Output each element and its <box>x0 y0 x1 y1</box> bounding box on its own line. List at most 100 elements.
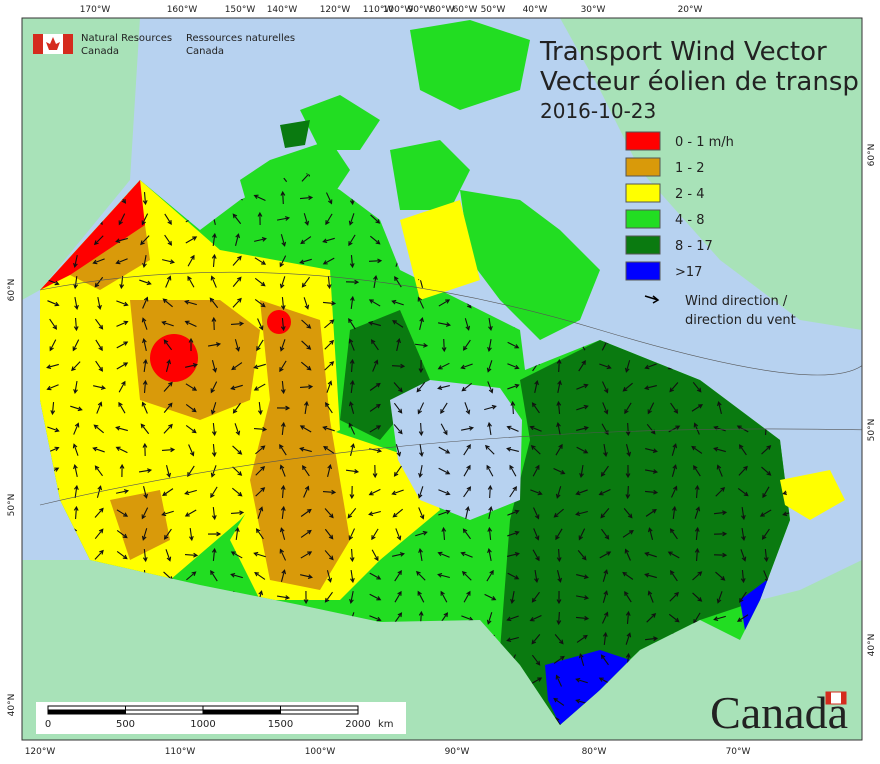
wind-arrow <box>141 213 149 226</box>
wind-arrow <box>556 590 562 605</box>
wind-arrow <box>187 275 195 288</box>
wind-arrow <box>530 677 543 685</box>
wind-arrow <box>163 381 173 392</box>
wind-arrow <box>484 404 497 411</box>
wind-arrow <box>345 279 360 285</box>
wind-arrow <box>324 508 334 519</box>
wind-arrow <box>231 362 243 371</box>
wind-arrow <box>184 489 197 496</box>
wind-arrow <box>578 653 585 666</box>
wind-arrow <box>392 320 404 328</box>
scale-segment <box>125 705 204 711</box>
wind-arrow <box>253 426 268 432</box>
wind-arrow <box>94 528 104 540</box>
scale-label: 2000 <box>345 719 370 730</box>
wind-arrow <box>417 590 425 603</box>
wind-arrow <box>602 402 609 415</box>
wind-arrow <box>234 339 241 352</box>
wind-arrow <box>393 424 403 435</box>
wind-arrow <box>716 464 723 477</box>
wind-arrow <box>694 506 701 519</box>
wind-arrow <box>279 276 286 289</box>
island <box>280 120 310 148</box>
wind-arrow <box>464 318 471 331</box>
wind-arrow <box>280 484 286 499</box>
wind-arrow <box>116 550 128 560</box>
wind-arrow <box>300 236 312 245</box>
wind-arrow <box>575 510 588 517</box>
wind-arrow <box>555 528 563 541</box>
wind-arrow <box>534 380 539 393</box>
wind-arrow <box>255 487 266 497</box>
wind-arrow <box>372 359 379 372</box>
wind-arrow <box>368 488 381 496</box>
wind-arrow <box>392 508 404 518</box>
wind-arrow <box>325 213 333 226</box>
wind-arrow <box>532 464 540 477</box>
graticule-line <box>39 428 862 506</box>
wind-arrow <box>230 384 243 391</box>
wind-arrow <box>279 443 287 456</box>
wind-arrow <box>484 593 497 601</box>
wind-arrow <box>713 615 726 622</box>
wind-arrow <box>440 423 448 436</box>
wind-arrow <box>257 506 264 519</box>
wind-arrow <box>693 465 701 477</box>
wind-arrow <box>253 194 266 202</box>
wind-arrow <box>348 422 356 435</box>
wind-arrow <box>369 235 381 245</box>
wind-arrow <box>601 528 610 540</box>
wind-arrow <box>165 549 172 562</box>
wind-arrow <box>761 466 772 476</box>
scale-label: 1000 <box>190 719 215 730</box>
wind-arrow <box>486 569 494 582</box>
wind-arrow <box>418 465 423 479</box>
wind-arrow <box>739 591 747 603</box>
wind-arrow <box>487 381 494 394</box>
wind-arrow <box>140 423 150 435</box>
wind-arrow <box>741 527 746 542</box>
wind-arrow <box>280 421 286 436</box>
wind-arrow <box>395 444 402 457</box>
wind-arrow <box>371 549 379 562</box>
island <box>390 140 470 210</box>
wind-arrow <box>163 402 173 413</box>
wind-arrow <box>211 422 217 437</box>
wind-arrow <box>115 258 128 265</box>
wind-arrow <box>509 486 517 498</box>
wind-arrow <box>464 402 471 415</box>
wind-arrow <box>644 363 657 370</box>
wind-arrow <box>391 363 406 369</box>
wind-arrow <box>279 548 287 561</box>
top-label: 170°W <box>80 5 111 15</box>
arctic-islands <box>240 20 600 340</box>
wind-arrow <box>715 486 726 497</box>
zone-8-17 <box>500 340 790 725</box>
wind-arrow <box>601 423 609 436</box>
wind-arrow <box>279 464 286 477</box>
wind-arrow <box>555 486 562 499</box>
wind-arrow <box>647 590 654 603</box>
wind-arrow <box>349 485 355 500</box>
graticule-labels: 170°W 160°W 150°W 140°W 120°W 110°W100°W90°W8… <box>7 5 877 757</box>
top-label: 40°W <box>523 5 548 15</box>
right-label: 60°N <box>867 144 877 167</box>
wind-arrow <box>691 404 704 412</box>
wind-arrow <box>462 528 471 540</box>
wind-arrow <box>256 339 264 352</box>
wind-arrow <box>694 526 700 541</box>
wind-arrow <box>164 234 173 246</box>
wind-arrow <box>644 551 657 558</box>
wind-arrow <box>116 362 129 370</box>
wind-arrow <box>417 296 425 309</box>
wind-arrow <box>303 297 310 310</box>
wind-arrow <box>529 425 542 432</box>
wind-arrow <box>47 426 60 433</box>
wind-arrow <box>555 674 562 687</box>
wind-arrow <box>507 363 520 370</box>
wind-arrow <box>418 359 424 374</box>
wind-arrow <box>646 613 657 623</box>
wind-arrow <box>322 425 335 432</box>
wind-arrow <box>95 360 104 372</box>
wind-arrow <box>210 381 218 394</box>
